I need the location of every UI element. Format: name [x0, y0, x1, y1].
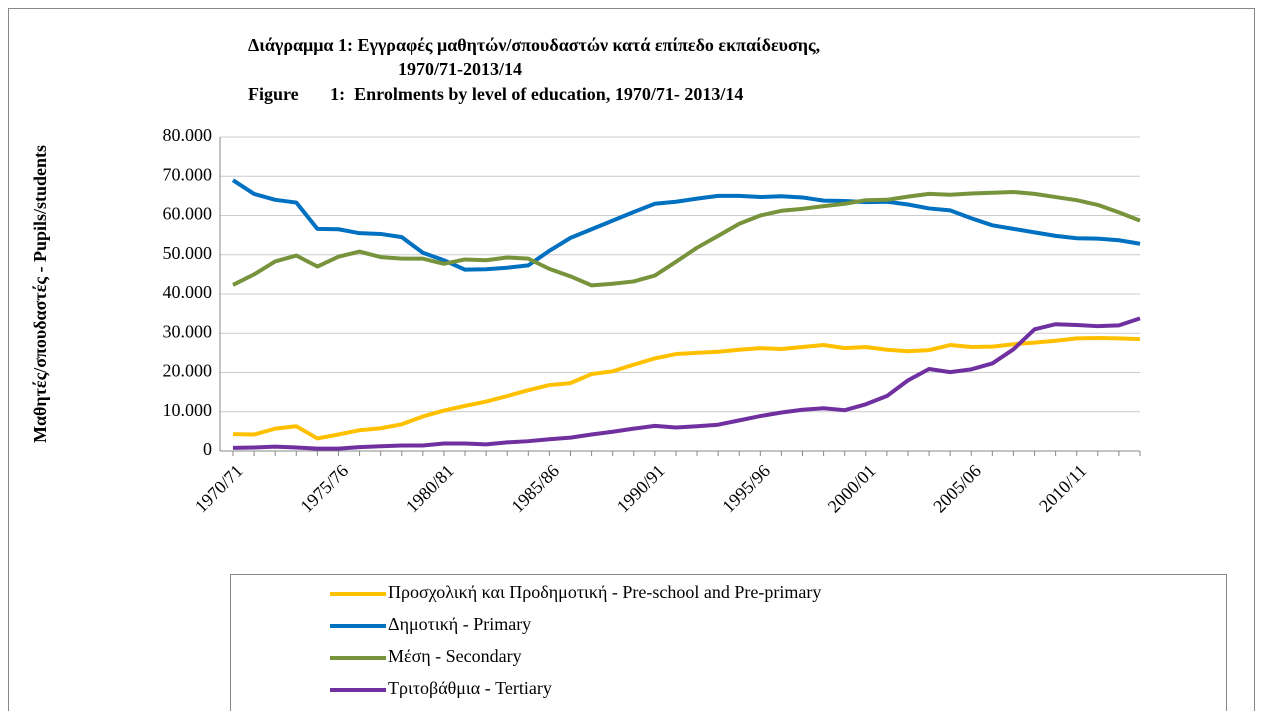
y-axis-label: Μαθητές/σπουδαστές - Pupils/students [30, 145, 50, 443]
title-line: Figure 1: Enrolments by level of educati… [248, 84, 743, 104]
x-tick-label: 2010/11 [1035, 461, 1090, 516]
y-tick-label: 80.000 [163, 125, 213, 145]
y-tick-label: 50.000 [163, 243, 213, 263]
x-tick-label: 1985/86 [507, 461, 563, 517]
x-tick-label: 1975/76 [296, 461, 352, 517]
series-line [232, 335, 1141, 441]
x-tick-label: 1995/96 [718, 461, 774, 517]
y-tick-label: 40.000 [163, 282, 213, 302]
legend-label: Προσχολική και Προδημοτική - Pre-school … [388, 582, 821, 602]
x-tick-label: 2005/06 [929, 461, 985, 517]
y-tick-label: 30.000 [163, 321, 213, 341]
legend-label: Μέση - Secondary [388, 646, 522, 666]
y-tick-label: 0 [203, 439, 212, 459]
series-line [232, 189, 1141, 288]
legend-label: Τριτοβάθμια - Tertiary [388, 678, 552, 698]
x-tick-label: 1990/91 [613, 461, 669, 517]
x-tick-label: 1980/81 [402, 461, 458, 517]
x-tick-label: 2000/01 [824, 461, 880, 517]
series-line [232, 316, 1141, 451]
y-tick-label: 10.000 [163, 400, 213, 420]
x-tick-label: 1970/71 [191, 461, 247, 517]
y-tick-label: 60.000 [163, 204, 213, 224]
y-tick-label: 70.000 [163, 164, 213, 184]
y-tick-label: 20.000 [163, 361, 213, 381]
title-line: 1970/71-2013/14 [398, 59, 522, 79]
frame [8, 8, 1255, 711]
title-line: Διάγραμμα 1: Εγγραφές μαθητών/σπουδαστών… [248, 35, 820, 55]
series-line [231, 178, 1141, 272]
legend-label: Δημοτική - Primary [388, 614, 531, 634]
legend [230, 574, 1227, 711]
